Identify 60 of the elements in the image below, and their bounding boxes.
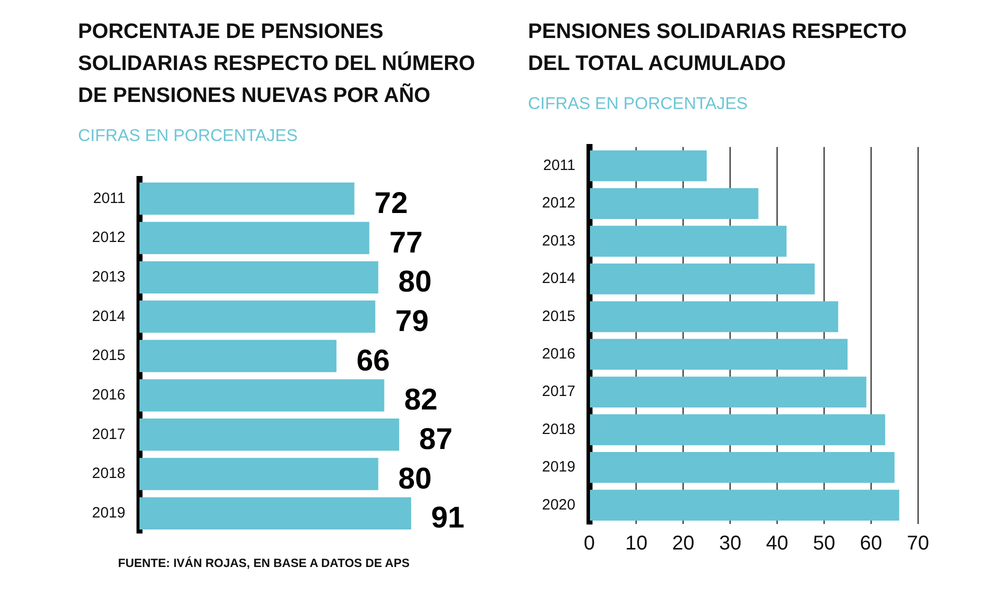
data-label: 82 [404,384,438,417]
chart-subtitle: CIFRAS EN PORCENTAJES [528,94,749,114]
y-tick-label: 2018 [542,420,576,438]
bar [590,226,787,257]
y-tick-label: 2011 [93,190,126,207]
y-tick-label: 2011 [543,156,576,174]
bar [590,263,815,294]
x-tick-label: 50 [812,532,836,555]
bar [139,379,384,412]
x-tick-label: 70 [906,532,930,555]
data-label: 66 [356,344,390,378]
y-tick-label: 2013 [92,268,126,286]
bar [139,340,336,372]
data-label: 80 [398,266,432,299]
y-tick-label: 2016 [92,386,126,404]
bar [590,150,707,182]
x-tick-label: 20 [672,532,694,555]
data-label: 91 [431,502,464,535]
bar [590,414,886,446]
x-tick-label: 40 [766,532,788,555]
data-label: 77 [389,226,423,260]
x-tick-label: 10 [625,532,648,555]
data-label: 87 [419,422,453,456]
y-tick-label: 2013 [542,232,576,250]
chart-subtitle: CIFRAS EN PORCENTAJES [78,126,299,146]
bar [139,182,354,215]
y-tick-label: 2014 [542,270,576,288]
bar [590,188,758,220]
data-label: 79 [395,304,429,338]
y-tick-label: 2017 [542,383,576,400]
y-tick-label: 2020 [542,496,576,514]
bar [590,301,838,332]
bar [590,376,866,408]
y-tick-label: 2014 [92,308,126,325]
bar [139,497,412,530]
y-tick-label: 2015 [92,347,126,364]
y-tick-label: 2012 [542,194,576,212]
data-label: 72 [374,186,408,220]
x-tick-label: 0 [584,532,595,555]
y-tick-label: 2016 [542,345,576,362]
y-tick-label: 2019 [542,458,576,476]
bar [139,261,378,294]
y-tick-label: 2015 [542,308,576,325]
bar [590,338,848,370]
bar [139,222,370,254]
y-tick-label: 2018 [92,465,126,482]
x-tick-label: 60 [860,532,882,555]
chart-title: PORCENTAJE DE PENSIONES SOLIDARIAS RESPECTO DEL NÚMERO DE PENSIONES NUEVAS POR AÑO [78,19,476,109]
bar [139,458,378,490]
source-note: FUENTE: IVÁN ROJAS, EN BASE A DATOS DE APS [118,556,411,570]
bar [590,452,895,483]
y-tick-label: 2017 [92,426,126,443]
chart-title: PENSIONES SOLIDARIAS RESPECTO DEL TOTAL ACUMULADO [528,19,908,77]
y-tick-label: 2019 [92,504,126,522]
bar [590,490,900,521]
bar [139,300,376,333]
data-label: 80 [398,462,432,496]
bar [139,418,400,451]
y-tick-label: 2012 [92,229,126,246]
x-tick-label: 30 [719,532,742,555]
